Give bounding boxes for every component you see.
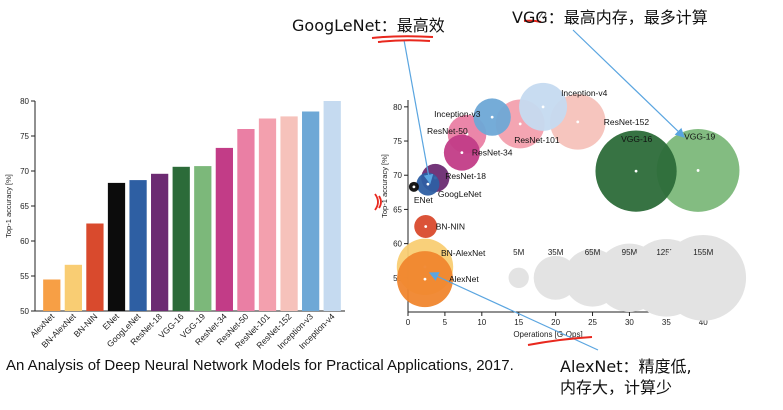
bar-bn-alexnet <box>64 264 82 311</box>
bubble-centre-dot <box>576 120 580 124</box>
size-legend-bubble <box>660 234 747 321</box>
bubble-y-tick-label: 65 <box>393 205 402 214</box>
bubble-x-tick-label: 10 <box>477 318 486 327</box>
bubble-label: AlexNet <box>449 274 479 284</box>
bar-y-tick-label: 60 <box>20 237 29 246</box>
bubble-label: Inception-v4 <box>561 88 608 98</box>
bubble-label: ResNet-101 <box>514 135 560 145</box>
bubble-x-tick-label: 0 <box>406 318 411 327</box>
bar-y-tick-label: 65 <box>20 202 29 211</box>
bubble-y-tick-label: 80 <box>393 103 402 112</box>
bubble-y-tick-label: 70 <box>393 171 402 180</box>
bubble-centre-dot <box>518 122 522 126</box>
bar-y-tick-label: 70 <box>20 167 29 176</box>
bubble-x-tick-label: 20 <box>551 318 560 327</box>
bar-resnet-152 <box>280 116 298 312</box>
bubble-label: GoogLeNet <box>438 189 482 199</box>
bubble-centre-dot <box>696 169 700 172</box>
alexnet-annotation: AlexNet：精度低, 内存大，计算少 <box>560 356 760 398</box>
bubble-label: ENet <box>414 195 434 205</box>
googlenet-annotation: GoogLeNet：最高效 <box>292 16 445 35</box>
googlenet-arrow <box>403 39 434 185</box>
bubble-label: ResNet-18 <box>445 171 486 181</box>
bar-y-axis-label: Top-1 accuracy [%] <box>4 174 13 238</box>
bar-bn-nin <box>86 223 104 311</box>
size-legend-label: 155M <box>693 248 713 257</box>
size-legend-bubble <box>508 267 529 288</box>
bubble-label: VGG-16 <box>621 134 652 144</box>
bubble-label: ResNet-152 <box>604 117 650 127</box>
bar-resnet-34 <box>215 147 233 311</box>
size-legend-label: 5M <box>513 248 524 257</box>
bar-y-tick-label: 80 <box>20 97 29 106</box>
bubble-centre-dot <box>424 225 428 228</box>
size-legend-label: 35M <box>548 248 564 257</box>
bubble-y-tick-label: 75 <box>393 137 402 146</box>
bar-resnet-101 <box>258 118 277 311</box>
bar-googlenet <box>129 180 147 311</box>
bubble-x-tick-label: 25 <box>588 318 597 327</box>
vgg-pen-mark <box>538 11 547 20</box>
bubble-centre-dot <box>412 185 416 189</box>
bubble-x-tick-label: 35 <box>662 318 671 327</box>
bar-vgg-19 <box>194 166 212 311</box>
bubble-x-tick-label: 40 <box>699 318 708 327</box>
alexnet-arrow <box>428 272 599 351</box>
vgg-annotation: VGG：最高内存，最多计算 <box>512 8 708 27</box>
bubble-centre-dot <box>490 115 494 119</box>
bubble-label: VGG-19 <box>684 131 715 141</box>
y-axis-red-mark <box>374 193 382 211</box>
bar-inception-v3 <box>302 111 320 311</box>
bubble-centre-dot <box>465 132 469 136</box>
bubble-y-tick-label: 60 <box>393 240 402 249</box>
bubble-label: ResNet-34 <box>472 148 513 158</box>
bar-inception-v4 <box>323 101 341 311</box>
bar-enet <box>107 182 126 311</box>
alexnet-annotation-line-2: 内存大，计算少 <box>560 378 673 397</box>
bar-category-label: BN-NIN <box>72 311 100 339</box>
accuracy-vs-operations-bubble-chart: 5560657075800510152025303540Operations [… <box>380 82 747 339</box>
bar-y-tick-label: 50 <box>20 307 29 316</box>
bar-resnet-18 <box>151 173 169 311</box>
size-legend-label: 125M <box>656 248 676 257</box>
bubble-label: BN-AlexNet <box>441 248 486 258</box>
figure-caption: An Analysis of Deep Neural Network Model… <box>6 357 514 374</box>
googlenet-red-underline <box>371 35 434 43</box>
vgg-red-underline <box>523 19 542 23</box>
bubble-label: BN-NIN <box>436 222 465 232</box>
bubble-x-axis-label: Operations [G-Ops] <box>513 330 582 339</box>
bubble-label: ResNet-50 <box>427 126 468 136</box>
bar-y-tick-label: 55 <box>20 272 29 281</box>
bubble-label: Inception-v3 <box>434 109 481 119</box>
size-legend-label: 95M <box>622 248 638 257</box>
bubble-x-tick-label: 5 <box>443 318 448 327</box>
bar-y-tick-label: 75 <box>20 132 29 141</box>
bubble-y-axis-label: Top-1 accuracy [%] <box>380 154 389 218</box>
bubble-centre-dot <box>423 277 427 281</box>
alexnet-annotation-line-1: AlexNet：精度低, <box>560 357 692 376</box>
bubble-x-tick-label: 15 <box>514 318 523 327</box>
bubble-centre-dot <box>634 169 638 173</box>
size-legend-label: 65M <box>585 248 601 257</box>
vgg-arrow <box>572 29 685 138</box>
bar-vgg-16 <box>172 166 190 311</box>
bar-resnet-50 <box>237 129 255 311</box>
bar-alexnet <box>43 279 61 311</box>
bubble-centre-dot <box>541 105 545 109</box>
bubble-centre-dot <box>426 182 430 186</box>
bubble-centre-dot <box>460 151 464 155</box>
annotation-overlay <box>371 11 685 351</box>
bubble-x-tick-label: 30 <box>625 318 634 327</box>
operations-red-underline <box>527 336 593 346</box>
